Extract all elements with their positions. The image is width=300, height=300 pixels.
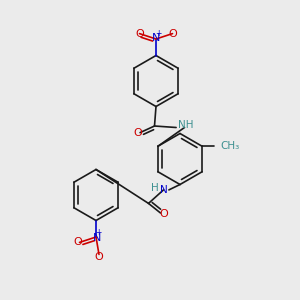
Text: O: O <box>94 252 103 262</box>
Text: +: + <box>155 29 161 38</box>
Text: N: N <box>152 33 160 43</box>
Text: N: N <box>160 185 167 195</box>
Text: O: O <box>74 237 82 248</box>
Text: N: N <box>92 232 101 243</box>
Text: O: O <box>133 128 142 138</box>
Text: CH₃: CH₃ <box>221 141 240 151</box>
Text: O: O <box>135 28 144 39</box>
Text: O: O <box>168 28 177 39</box>
Text: NH: NH <box>178 120 193 130</box>
Text: +: + <box>95 228 102 237</box>
Text: O: O <box>159 209 168 219</box>
Text: H: H <box>151 183 159 193</box>
